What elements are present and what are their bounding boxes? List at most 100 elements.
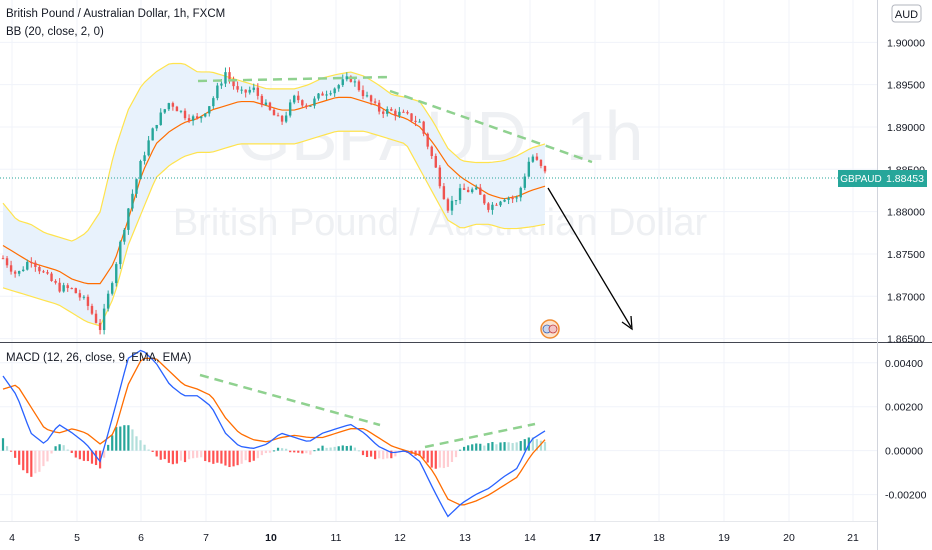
candle-body: [507, 198, 510, 200]
forecast-arrow[interactable]: [547, 187, 632, 328]
candle-body: [244, 89, 247, 93]
bb-fill: [3, 63, 545, 326]
bb-lower-line: [2, 130, 546, 327]
macd-hist-bar: [123, 425, 126, 451]
macd-hist-bar: [22, 450, 25, 471]
time-tick: 10: [265, 532, 277, 544]
candle-body: [462, 188, 466, 190]
macd-hist-bar: [523, 439, 526, 451]
candle-body: [143, 155, 146, 162]
candle-body: [155, 125, 158, 129]
macd-hist-bar: [268, 450, 272, 453]
macd-hist-bar: [531, 437, 534, 451]
candle-body: [357, 81, 361, 91]
macd-legend[interactable]: MACD (12, 26, close, 9, EMA, EMA): [6, 352, 192, 364]
candle-body: [119, 241, 122, 265]
last-price-label: GBPAUD 1.88453: [838, 170, 927, 187]
candle-body: [503, 199, 506, 202]
price-axis[interactable]: 1.900001.895001.890001.885001.880001.875…: [877, 0, 927, 550]
macd-hist-bar: [369, 450, 373, 457]
macd-hist-bar: [179, 450, 183, 461]
candle-body: [9, 265, 13, 272]
candle-body: [377, 102, 381, 112]
macd-hist-bar: [430, 450, 433, 468]
macd-hist-bar: [333, 446, 336, 451]
macd-hist-bar: [321, 445, 324, 451]
signal-line: [2, 357, 546, 506]
candle-body: [305, 105, 308, 107]
macd-hist-bar: [155, 450, 158, 457]
time-axis[interactable]: 4 5 6 7 10 11 12 13 14 17 18 19 20 21: [0, 521, 877, 545]
candle-body: [284, 115, 288, 122]
macd-hist-bar: [539, 440, 543, 451]
macd-hist-bar: [495, 444, 498, 451]
candle-body: [539, 159, 543, 166]
macd-tick: 0.00400: [885, 358, 923, 370]
bb-legend[interactable]: BB (20, close, 2, 0): [6, 26, 104, 38]
price-tick: 1.89000: [887, 122, 925, 134]
candle-body: [321, 93, 324, 96]
macd-hist-bar: [62, 445, 65, 451]
macd-hist-bar: [293, 450, 296, 453]
macd-hist-bar: [317, 448, 320, 451]
candle-body: [329, 93, 332, 95]
macd-hist-bar: [426, 450, 429, 463]
candle-body: [70, 288, 73, 290]
macd-hist-bar: [289, 450, 292, 453]
candle-body: [159, 112, 162, 126]
candle-body: [527, 161, 531, 177]
currency-badge[interactable]: AUD: [891, 4, 922, 23]
top-trendline-flat[interactable]: [197, 75, 391, 83]
macd-hist-bar: [127, 425, 130, 451]
candle-body: [288, 102, 292, 116]
macd-hist-bar: [14, 450, 17, 458]
candle-body: [1, 258, 5, 260]
top-trendline-descending[interactable]: [389, 89, 593, 164]
time-tick: 13: [459, 532, 471, 544]
candle-body: [353, 81, 357, 83]
macd-hist-bar: [341, 445, 344, 451]
candle-body: [111, 283, 114, 294]
candle-body: [42, 271, 45, 273]
candle-body: [293, 95, 296, 103]
candle-body: [483, 194, 486, 204]
candle-body: [135, 179, 138, 194]
macd-hist-bar: [26, 450, 29, 474]
macd-hist-bar: [256, 450, 259, 459]
macd-hist-bar: [511, 443, 514, 451]
event-flag-icon[interactable]: [540, 319, 560, 339]
candle-body: [5, 258, 9, 266]
candle-body: [163, 109, 166, 113]
macd-hist-bar: [200, 450, 203, 458]
macd-trendline-ascending[interactable]: [424, 422, 536, 449]
macd-hist-bar: [212, 450, 215, 464]
candle-body: [535, 156, 539, 160]
macd-tick: 0.00000: [885, 446, 923, 458]
macd-hist-bar: [313, 450, 316, 452]
macd-hist-bar: [90, 450, 94, 464]
macd-hist-bar: [131, 429, 134, 451]
macd-hist-bar: [276, 447, 280, 451]
macd-hist-bar: [374, 450, 377, 460]
macd-hist-bar: [434, 450, 437, 469]
candle-body: [216, 85, 219, 99]
macd-hist-bar: [175, 450, 179, 464]
candle-body: [212, 98, 215, 107]
candle-body: [297, 95, 300, 101]
candle-body: [515, 197, 518, 199]
candle-body: [171, 103, 175, 107]
candle-body: [422, 121, 425, 134]
macd-hist-bar: [18, 450, 21, 465]
macd-trendline-descending[interactable]: [199, 373, 381, 427]
macd-hist-bar: [280, 448, 284, 451]
candle-body: [458, 188, 462, 201]
macd-hist-bar: [224, 450, 227, 466]
price-tick: 1.86500: [887, 334, 925, 346]
macd-hist-bar: [74, 450, 77, 458]
candle-body: [54, 280, 57, 283]
candle-body: [402, 111, 405, 113]
candle-body: [519, 187, 522, 198]
time-tick: 17: [589, 532, 601, 544]
candle-body: [487, 203, 490, 210]
